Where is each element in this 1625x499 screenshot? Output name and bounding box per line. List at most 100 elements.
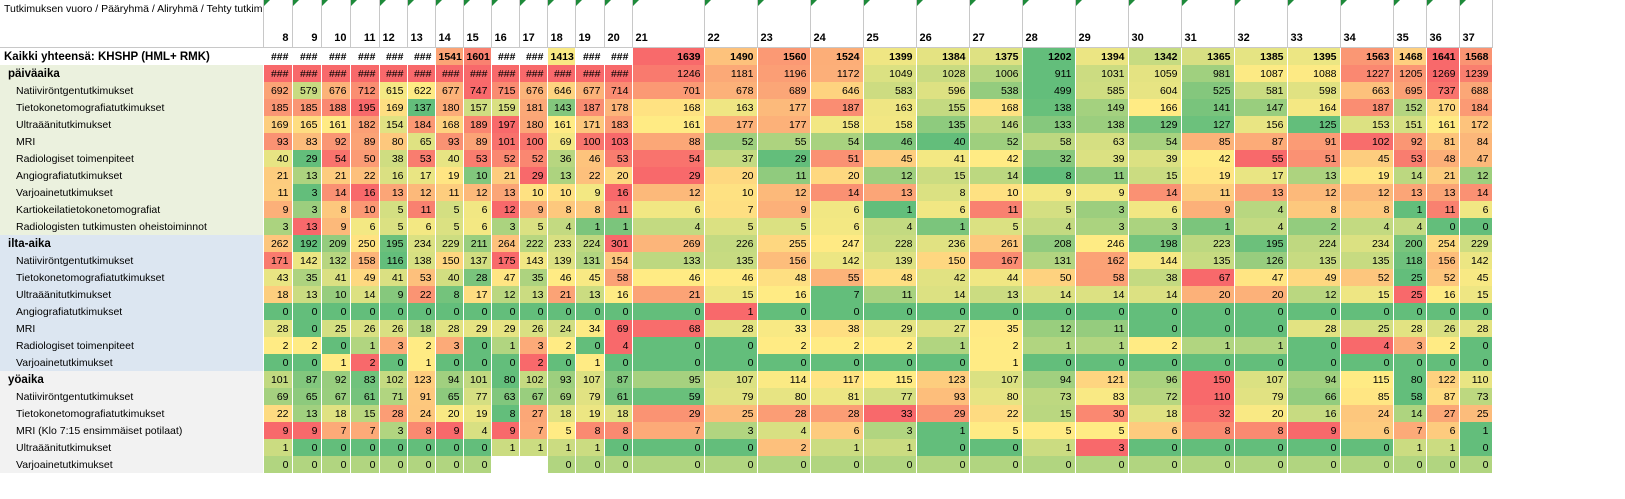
value-cell[interactable]: 17 [1234, 167, 1288, 184]
row-label[interactable]: Natiiviröntgentutkimukset [0, 82, 264, 99]
column-header-day-22[interactable]: 22 [704, 0, 758, 48]
value-cell[interactable]: 1563 [1340, 47, 1394, 65]
value-cell[interactable]: 72 [1128, 388, 1182, 405]
value-cell[interactable]: 39 [1128, 150, 1182, 167]
value-cell[interactable]: 14 [916, 286, 970, 303]
value-cell[interactable]: 676 [321, 82, 351, 99]
value-cell[interactable]: 53 [604, 150, 633, 167]
value-cell[interactable]: 6 [1128, 422, 1182, 439]
value-cell[interactable]: 15 [1459, 286, 1493, 303]
value-cell[interactable]: 5 [1022, 201, 1076, 218]
value-cell[interactable]: 0 [292, 303, 322, 320]
value-cell[interactable]: 67 [519, 388, 548, 405]
value-cell[interactable]: 48 [1426, 150, 1460, 167]
value-cell[interactable]: 81 [810, 388, 864, 405]
value-cell[interactable]: 246 [1075, 235, 1129, 252]
value-cell[interactable]: 0 [407, 303, 436, 320]
value-cell[interactable]: 0 [1287, 456, 1341, 473]
value-cell[interactable]: 1 [1181, 337, 1235, 354]
value-cell[interactable]: 20 [435, 405, 464, 422]
value-cell[interactable]: 8 [1022, 167, 1076, 184]
value-cell[interactable]: 16 [1287, 405, 1341, 422]
value-cell[interactable]: 94 [435, 371, 464, 388]
value-cell[interactable]: 21 [263, 167, 293, 184]
value-cell[interactable]: 195 [350, 99, 380, 116]
value-cell[interactable]: ### [292, 47, 322, 65]
value-cell[interactable]: 1205 [1393, 65, 1427, 82]
value-cell[interactable]: 1 [575, 218, 605, 235]
value-cell[interactable]: 12 [632, 184, 705, 201]
value-cell[interactable]: 28 [1459, 320, 1493, 337]
value-cell[interactable]: 0 [704, 354, 758, 371]
value-cell[interactable]: 15 [1022, 405, 1076, 422]
value-cell[interactable]: 52 [1426, 269, 1460, 286]
value-cell[interactable]: 22 [263, 405, 293, 422]
value-cell[interactable]: 0 [263, 456, 293, 473]
value-cell[interactable]: 94 [1287, 371, 1341, 388]
value-cell[interactable]: 222 [519, 235, 548, 252]
value-cell[interactable]: 0 [519, 303, 548, 320]
value-cell[interactable]: 168 [969, 99, 1023, 116]
value-cell[interactable]: 7 [810, 286, 864, 303]
value-cell[interactable]: 0 [1340, 303, 1394, 320]
value-cell[interactable]: 11 [435, 184, 464, 201]
value-cell[interactable]: 28 [379, 405, 408, 422]
value-cell[interactable]: 8 [321, 201, 351, 218]
value-cell[interactable]: 9 [1075, 184, 1129, 201]
value-cell[interactable]: 11 [1075, 320, 1129, 337]
value-cell[interactable]: 91 [407, 388, 436, 405]
value-cell[interactable]: 55 [1234, 150, 1288, 167]
value-cell[interactable]: 166 [1128, 99, 1182, 116]
value-cell[interactable]: 13 [292, 218, 322, 235]
value-cell[interactable]: 712 [350, 82, 380, 99]
column-header-day-18[interactable]: 18 [547, 0, 576, 48]
value-cell[interactable]: 1 [1393, 439, 1427, 456]
value-cell[interactable]: 0 [1459, 303, 1493, 320]
value-cell[interactable]: 1 [491, 439, 520, 456]
value-cell[interactable]: 695 [1393, 82, 1427, 99]
value-cell[interactable]: 0 [263, 303, 293, 320]
value-cell[interactable]: 28 [263, 320, 293, 337]
value-cell[interactable]: 52 [1340, 269, 1394, 286]
value-cell[interactable]: 149 [1075, 99, 1129, 116]
value-cell[interactable]: 1 [1393, 201, 1427, 218]
value-cell[interactable]: 585 [1075, 82, 1129, 99]
value-cell[interactable]: 6 [1426, 422, 1460, 439]
value-cell[interactable]: 180 [435, 99, 464, 116]
value-cell[interactable]: 21 [1426, 167, 1460, 184]
value-cell[interactable]: 6 [810, 218, 864, 235]
value-cell[interactable]: 77 [463, 388, 492, 405]
row-label[interactable]: Tietokonetomografiatutkimukset [0, 269, 264, 286]
value-cell[interactable]: 1006 [969, 65, 1023, 82]
value-cell[interactable]: 5 [757, 218, 811, 235]
value-cell[interactable]: 46 [575, 150, 605, 167]
value-cell[interactable]: 102 [379, 371, 408, 388]
value-cell[interactable]: 0 [916, 303, 970, 320]
value-cell[interactable]: 3 [491, 218, 520, 235]
value-cell[interactable]: 1 [863, 201, 917, 218]
value-cell[interactable]: 1246 [632, 65, 705, 82]
value-cell[interactable]: 164 [1287, 99, 1341, 116]
value-cell[interactable]: 2 [757, 337, 811, 354]
value-cell[interactable]: 165 [292, 116, 322, 133]
value-cell[interactable]: 0 [575, 303, 605, 320]
value-cell[interactable]: 3 [863, 422, 917, 439]
value-cell[interactable]: 139 [863, 252, 917, 269]
value-cell[interactable]: 12 [1287, 286, 1341, 303]
value-cell[interactable]: 3 [1393, 337, 1427, 354]
value-cell[interactable]: 79 [1234, 388, 1288, 405]
value-cell[interactable]: 0 [1022, 456, 1076, 473]
grand-total-label[interactable]: Kaikki yhteensä: KHSHP (HML+ RMK) [0, 47, 264, 65]
value-cell[interactable]: 0 [321, 337, 351, 354]
value-cell[interactable]: 79 [704, 388, 758, 405]
value-cell[interactable]: 12 [1022, 320, 1076, 337]
value-cell[interactable]: 9 [757, 201, 811, 218]
value-cell[interactable]: ### [575, 65, 605, 82]
value-cell[interactable]: 25 [1459, 405, 1493, 422]
value-cell[interactable]: 29 [463, 320, 492, 337]
value-cell[interactable]: ### [379, 65, 408, 82]
value-cell[interactable]: 1031 [1075, 65, 1129, 82]
value-cell[interactable]: 144 [1128, 252, 1182, 269]
value-cell[interactable]: 28 [435, 320, 464, 337]
value-cell[interactable]: 24 [1340, 405, 1394, 422]
